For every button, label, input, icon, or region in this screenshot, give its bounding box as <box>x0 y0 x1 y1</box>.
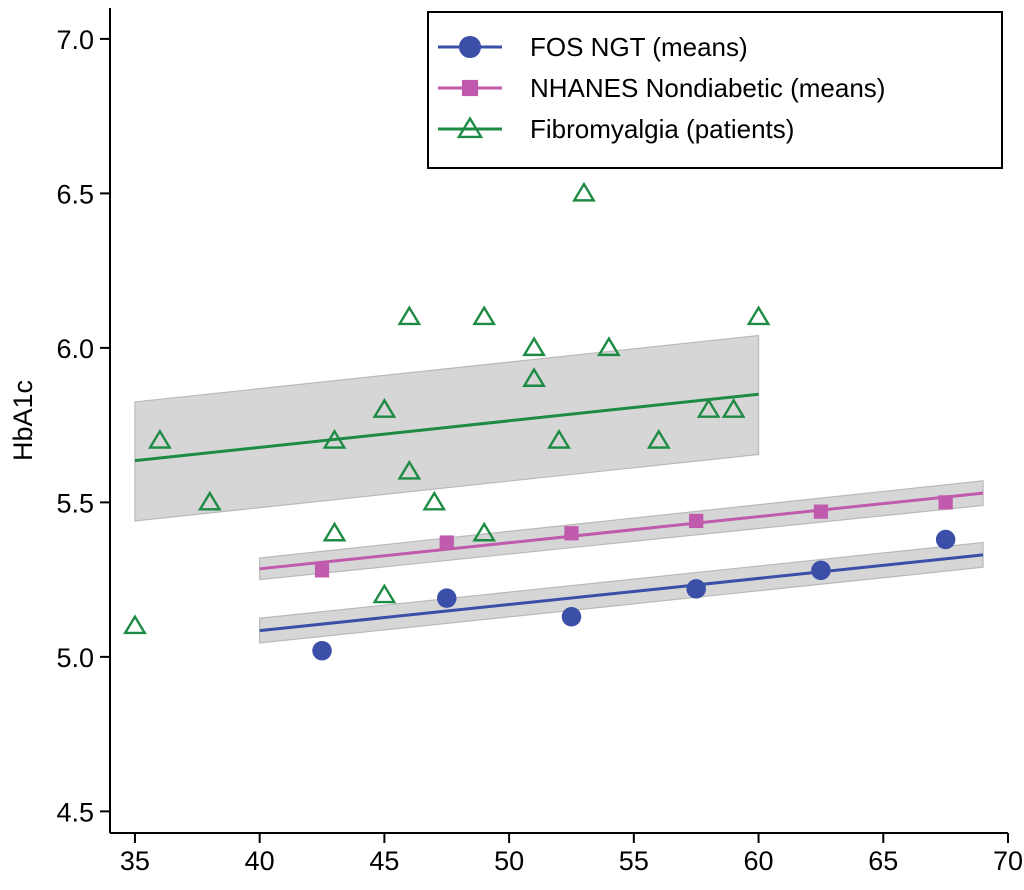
fit-line-2 <box>134 392 759 463</box>
data-points <box>123 181 956 661</box>
legend-marker-2 <box>456 116 484 139</box>
data-point-s2-14 <box>547 428 571 449</box>
data-point-s2-0 <box>123 614 147 635</box>
y-tick-label-2: 5.5 <box>56 488 94 518</box>
data-point-s2-13 <box>522 336 546 357</box>
data-point-s0-0 <box>312 640 332 661</box>
fit-line-0 <box>259 553 984 633</box>
data-point-s2-6 <box>372 398 397 418</box>
axes: 35 40 45 50 55 60 65 70 4.5 5.0 5.5 6.0 6.5 7.0 <box>56 8 1023 876</box>
data-point-s1-3 <box>689 513 704 529</box>
x-tick-label-4: 55 <box>619 846 649 876</box>
data-point-s1-2 <box>564 526 579 541</box>
legend-label-1: NHANES Nondiabetic (means) <box>530 73 885 103</box>
data-point-s1-0 <box>314 563 330 578</box>
data-point-s2-5 <box>372 583 397 604</box>
data-point-s2-11 <box>472 305 497 326</box>
data-point-s0-4 <box>811 560 831 581</box>
data-point-s2-15 <box>572 181 596 202</box>
data-point-s1-1 <box>439 535 454 550</box>
data-point-s2-1 <box>148 428 172 449</box>
data-point-s1-5 <box>938 495 953 510</box>
data-point-s2-7 <box>397 459 422 480</box>
x-tick-label-3: 50 <box>494 846 524 876</box>
data-point-s1-4 <box>813 504 829 519</box>
data-point-s2-2 <box>197 490 222 511</box>
data-point-s2-4 <box>322 428 347 449</box>
x-tick-label-1: 40 <box>245 846 275 876</box>
data-point-s2-19 <box>721 398 746 418</box>
data-point-s2-20 <box>746 305 771 326</box>
data-point-s2-16 <box>597 336 621 357</box>
data-point-s2-9 <box>422 490 447 511</box>
y-tick-label-0: 4.5 <box>56 797 94 827</box>
data-point-s2-10 <box>472 521 497 542</box>
data-point-s0-3 <box>686 579 706 599</box>
data-point-s0-2 <box>561 606 582 627</box>
data-point-s2-17 <box>646 428 671 449</box>
x-tick-label-0: 35 <box>120 846 150 876</box>
x-tick-label-2: 45 <box>369 846 399 876</box>
data-point-s0-1 <box>437 588 457 608</box>
y-axis-title: HbA1c <box>8 380 38 461</box>
y-tick-label-1: 5.0 <box>56 643 94 673</box>
confidence-bands <box>134 334 984 644</box>
legend-label-0: FOS NGT (means) <box>530 32 748 62</box>
legend-label-2: Fibromyalgia (patients) <box>530 114 794 144</box>
x-tick-label-5: 60 <box>744 846 774 876</box>
y-tick-label-4: 6.5 <box>56 179 94 209</box>
legend: FOS NGT (means) NHANES Nondiabetic (means… <box>427 11 1003 169</box>
x-tick-label-6: 65 <box>868 846 898 876</box>
data-point-s2-12 <box>522 367 546 387</box>
data-point-s2-8 <box>397 305 422 326</box>
y-tick-label-3: 6.0 <box>56 334 94 364</box>
fit-line-1 <box>259 491 984 571</box>
legend-marker-1 <box>461 79 479 97</box>
x-tick-label-7: 70 <box>993 846 1023 876</box>
legend-box <box>427 11 1003 169</box>
y-tick-label-5: 7.0 <box>56 25 94 55</box>
data-point-s0-5 <box>935 529 956 550</box>
data-point-s2-3 <box>322 521 347 542</box>
data-point-s2-18 <box>696 398 721 418</box>
legend-marker-0 <box>458 35 482 59</box>
fit-lines <box>134 392 984 633</box>
